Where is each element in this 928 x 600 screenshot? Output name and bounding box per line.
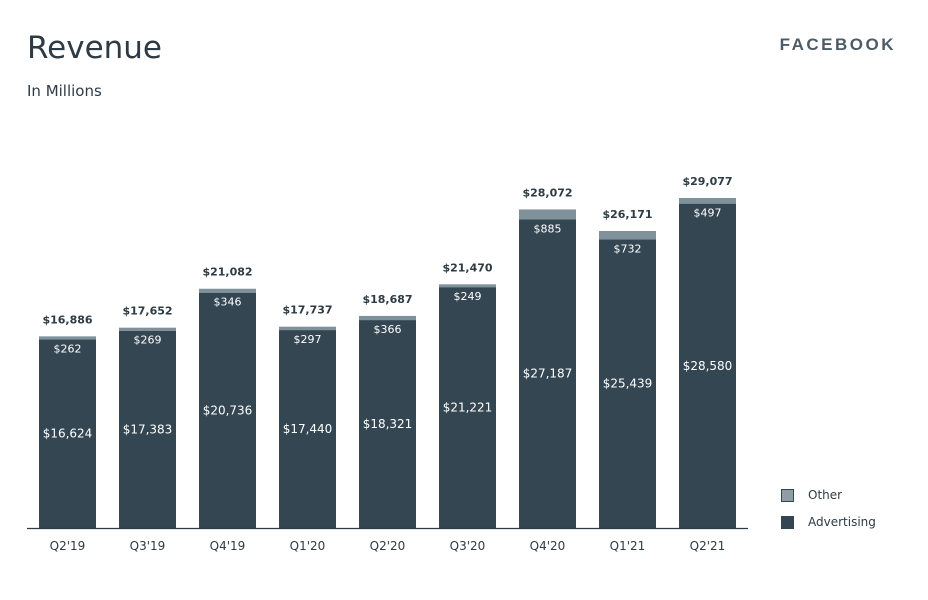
data-label-other: $732 xyxy=(614,242,642,255)
legend-label-other: Other xyxy=(808,488,843,502)
data-label-other: $366 xyxy=(374,323,402,336)
data-label-other: $262 xyxy=(54,342,82,355)
bar-other xyxy=(199,288,256,293)
bar-other xyxy=(279,326,336,331)
x-tick-label: Q4'20 xyxy=(530,539,566,553)
legend-swatch-other xyxy=(781,488,794,502)
data-label-other: $885 xyxy=(534,222,562,235)
total-label: $17,652 xyxy=(122,305,172,318)
legend-label-advertising: Advertising xyxy=(808,515,876,529)
x-tick-label: Q1'21 xyxy=(610,539,646,553)
bar-advertising xyxy=(119,330,176,528)
bar-advertising xyxy=(599,239,656,528)
bar-advertising xyxy=(519,219,576,528)
x-tick-label: Q2'21 xyxy=(690,539,726,553)
chart-subtitle: In Millions xyxy=(27,82,102,100)
bar-advertising xyxy=(679,203,736,528)
total-label: $16,886 xyxy=(42,313,92,326)
data-label-other: $497 xyxy=(694,207,722,220)
bar-other xyxy=(119,327,176,331)
x-tick-label: Q1'20 xyxy=(290,539,326,553)
data-label-advertising: $25,439 xyxy=(603,377,653,391)
total-label: $29,077 xyxy=(682,175,732,188)
legend-swatch-advertising xyxy=(781,515,794,529)
total-label: $21,470 xyxy=(442,261,492,274)
x-tick-label: Q4'19 xyxy=(210,539,246,553)
bar-advertising xyxy=(39,339,96,528)
total-label: $21,082 xyxy=(202,266,252,279)
total-label: $28,072 xyxy=(522,186,572,199)
data-label-advertising: $18,321 xyxy=(363,417,413,431)
bar-advertising xyxy=(279,330,336,528)
bar-advertising xyxy=(199,292,256,528)
data-label-advertising: $17,383 xyxy=(123,422,173,436)
data-label-other: $249 xyxy=(454,290,482,303)
data-label-advertising: $27,187 xyxy=(523,367,573,381)
total-label: $18,687 xyxy=(362,293,412,306)
x-tick-label: Q2'19 xyxy=(50,539,86,553)
data-label-advertising: $16,624 xyxy=(43,427,93,441)
x-tick-label: Q2'20 xyxy=(370,539,406,553)
bar-advertising xyxy=(359,320,416,528)
data-label-other: $269 xyxy=(134,334,162,347)
data-label-advertising: $17,440 xyxy=(283,422,333,436)
chart-title: Revenue xyxy=(27,30,163,66)
bar-other xyxy=(519,209,576,220)
chart-legend: Other Advertising xyxy=(781,487,876,541)
data-label-advertising: $20,736 xyxy=(203,403,253,417)
x-tick-label: Q3'19 xyxy=(130,539,166,553)
legend-item-advertising: Advertising xyxy=(781,514,876,530)
data-label-advertising: $28,580 xyxy=(683,359,733,373)
bar-other xyxy=(39,336,96,340)
bar-other xyxy=(679,198,736,204)
brand-logo-text: FACEBOOK xyxy=(779,35,896,54)
bar-advertising xyxy=(439,287,496,528)
legend-item-other: Other xyxy=(781,487,876,503)
data-label-advertising: $21,221 xyxy=(443,401,493,415)
data-label-other: $346 xyxy=(214,296,242,309)
bar-other xyxy=(359,315,416,321)
total-label: $17,737 xyxy=(282,304,332,317)
x-tick-label: Q3'20 xyxy=(450,539,486,553)
bar-other xyxy=(439,284,496,288)
data-label-other: $297 xyxy=(294,333,322,346)
total-label: $26,171 xyxy=(602,208,652,221)
bar-other xyxy=(599,230,656,240)
